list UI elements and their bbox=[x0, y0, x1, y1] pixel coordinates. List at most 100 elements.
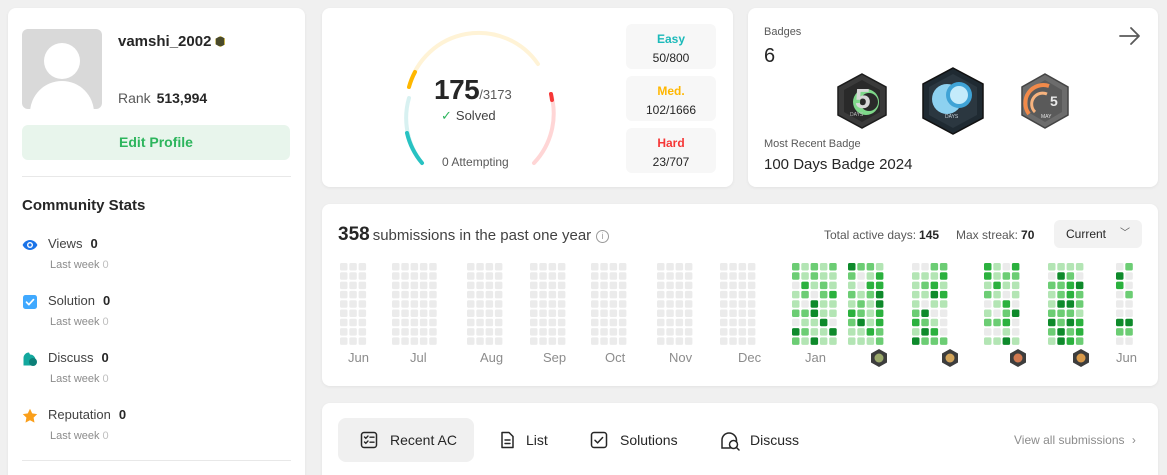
heatmap-cell[interactable] bbox=[993, 328, 1001, 336]
heatmap-cell[interactable] bbox=[340, 328, 348, 336]
avatar[interactable] bbox=[22, 29, 102, 109]
heatmap-cell[interactable] bbox=[557, 318, 566, 327]
heatmap-cell[interactable] bbox=[866, 263, 875, 271]
may-daily-badge-icon[interactable]: 5 MAY bbox=[1019, 72, 1071, 130]
heatmap-cell[interactable] bbox=[419, 318, 428, 327]
heatmap-cell[interactable] bbox=[618, 309, 627, 318]
heatmap-cell[interactable] bbox=[1048, 328, 1056, 336]
heatmap-cell[interactable] bbox=[684, 272, 693, 280]
heatmap-cell[interactable] bbox=[591, 290, 599, 299]
heatmap-cell[interactable] bbox=[829, 309, 837, 318]
heatmap-cell[interactable] bbox=[747, 328, 756, 336]
heatmap-cell[interactable] bbox=[1002, 318, 1011, 327]
heatmap-cell[interactable] bbox=[530, 300, 538, 308]
heatmap-cell[interactable] bbox=[609, 272, 618, 280]
heatmap-cell[interactable] bbox=[618, 328, 627, 336]
heatmap-cell[interactable] bbox=[666, 281, 674, 290]
heatmap-cell[interactable] bbox=[429, 309, 437, 318]
heatmap-cell[interactable] bbox=[912, 263, 920, 271]
heatmap-cell[interactable] bbox=[600, 263, 608, 271]
100-days-badge-icon[interactable]: DAYS bbox=[920, 66, 986, 136]
heatmap-cell[interactable] bbox=[548, 328, 557, 336]
heatmap-cell[interactable] bbox=[747, 300, 756, 308]
heatmap-cell[interactable] bbox=[429, 318, 437, 327]
heatmap-cell[interactable] bbox=[1048, 300, 1056, 308]
heatmap-cell[interactable] bbox=[930, 337, 939, 345]
heatmap-cell[interactable] bbox=[801, 337, 809, 345]
heatmap-cell[interactable] bbox=[848, 263, 856, 271]
heatmap-cell[interactable] bbox=[810, 309, 819, 318]
heatmap-cell[interactable] bbox=[600, 300, 608, 308]
heatmap-cell[interactable] bbox=[984, 337, 992, 345]
monthly-badge-icon[interactable] bbox=[1073, 349, 1089, 367]
heatmap-cell[interactable] bbox=[1125, 272, 1133, 280]
heatmap-cell[interactable] bbox=[921, 272, 929, 280]
heatmap-cell[interactable] bbox=[984, 318, 992, 327]
heatmap-cell[interactable] bbox=[993, 272, 1001, 280]
heatmap-cell[interactable] bbox=[539, 281, 547, 290]
heatmap-cell[interactable] bbox=[984, 290, 992, 299]
heatmap-cell[interactable] bbox=[485, 272, 494, 280]
heatmap-cell[interactable] bbox=[401, 272, 409, 280]
heatmap-cell[interactable] bbox=[984, 272, 992, 280]
heatmap-cell[interactable] bbox=[939, 337, 948, 345]
heatmap-cell[interactable] bbox=[819, 281, 828, 290]
heatmap-cell[interactable] bbox=[921, 328, 929, 336]
heatmap-cell[interactable] bbox=[921, 337, 929, 345]
heatmap-cell[interactable] bbox=[1125, 328, 1133, 336]
heatmap-cell[interactable] bbox=[467, 309, 475, 318]
heatmap-cell[interactable] bbox=[410, 337, 419, 345]
heatmap-cell[interactable] bbox=[810, 263, 819, 271]
heatmap-cell[interactable] bbox=[358, 300, 367, 308]
info-icon[interactable]: i bbox=[596, 230, 610, 243]
heatmap-cell[interactable] bbox=[591, 337, 599, 345]
heatmap-cell[interactable] bbox=[485, 300, 494, 308]
heatmap-cell[interactable] bbox=[857, 318, 865, 327]
heatmap-cell[interactable] bbox=[494, 263, 503, 271]
heatmap-cell[interactable] bbox=[857, 328, 865, 336]
heatmap-cell[interactable] bbox=[419, 272, 428, 280]
heatmap-cell[interactable] bbox=[485, 309, 494, 318]
heatmap-cell[interactable] bbox=[801, 281, 809, 290]
heatmap-cell[interactable] bbox=[801, 300, 809, 308]
heatmap-cell[interactable] bbox=[392, 318, 400, 327]
heatmap-cell[interactable] bbox=[392, 337, 400, 345]
heatmap-cell[interactable] bbox=[930, 281, 939, 290]
heatmap-cell[interactable] bbox=[1075, 309, 1084, 318]
heatmap-cell[interactable] bbox=[939, 281, 948, 290]
heatmap-cell[interactable] bbox=[358, 337, 367, 345]
heatmap-cell[interactable] bbox=[392, 309, 400, 318]
heatmap-cell[interactable] bbox=[539, 328, 547, 336]
heatmap-cell[interactable] bbox=[609, 281, 618, 290]
heatmap-cell[interactable] bbox=[557, 272, 566, 280]
heatmap-cell[interactable] bbox=[747, 281, 756, 290]
heatmap-cell[interactable] bbox=[349, 337, 357, 345]
heatmap-cell[interactable] bbox=[666, 272, 674, 280]
heatmap-cell[interactable] bbox=[1048, 309, 1056, 318]
heatmap-cell[interactable] bbox=[857, 309, 865, 318]
heatmap-cell[interactable] bbox=[539, 263, 547, 271]
heatmap-cell[interactable] bbox=[392, 300, 400, 308]
heatmap-cell[interactable] bbox=[429, 281, 437, 290]
heatmap-cell[interactable] bbox=[618, 318, 627, 327]
heatmap-cell[interactable] bbox=[729, 309, 737, 318]
heatmap-cell[interactable] bbox=[557, 328, 566, 336]
heatmap-cell[interactable] bbox=[539, 309, 547, 318]
heatmap-cell[interactable] bbox=[848, 328, 856, 336]
heatmap-cell[interactable] bbox=[530, 337, 538, 345]
heatmap-cell[interactable] bbox=[618, 272, 627, 280]
heatmap-cell[interactable] bbox=[912, 290, 920, 299]
heatmap-cell[interactable] bbox=[557, 290, 566, 299]
heatmap-cell[interactable] bbox=[729, 281, 737, 290]
heatmap-cell[interactable] bbox=[720, 272, 728, 280]
heatmap-cell[interactable] bbox=[548, 263, 557, 271]
heatmap-cell[interactable] bbox=[1048, 263, 1056, 271]
heatmap-cell[interactable] bbox=[875, 290, 884, 299]
heatmap-cell[interactable] bbox=[358, 290, 367, 299]
heatmap-cell[interactable] bbox=[930, 309, 939, 318]
heatmap-cell[interactable] bbox=[609, 263, 618, 271]
heatmap-cell[interactable] bbox=[476, 309, 484, 318]
heatmap-cell[interactable] bbox=[476, 328, 484, 336]
heatmap-cell[interactable] bbox=[792, 272, 800, 280]
heatmap-cell[interactable] bbox=[340, 272, 348, 280]
